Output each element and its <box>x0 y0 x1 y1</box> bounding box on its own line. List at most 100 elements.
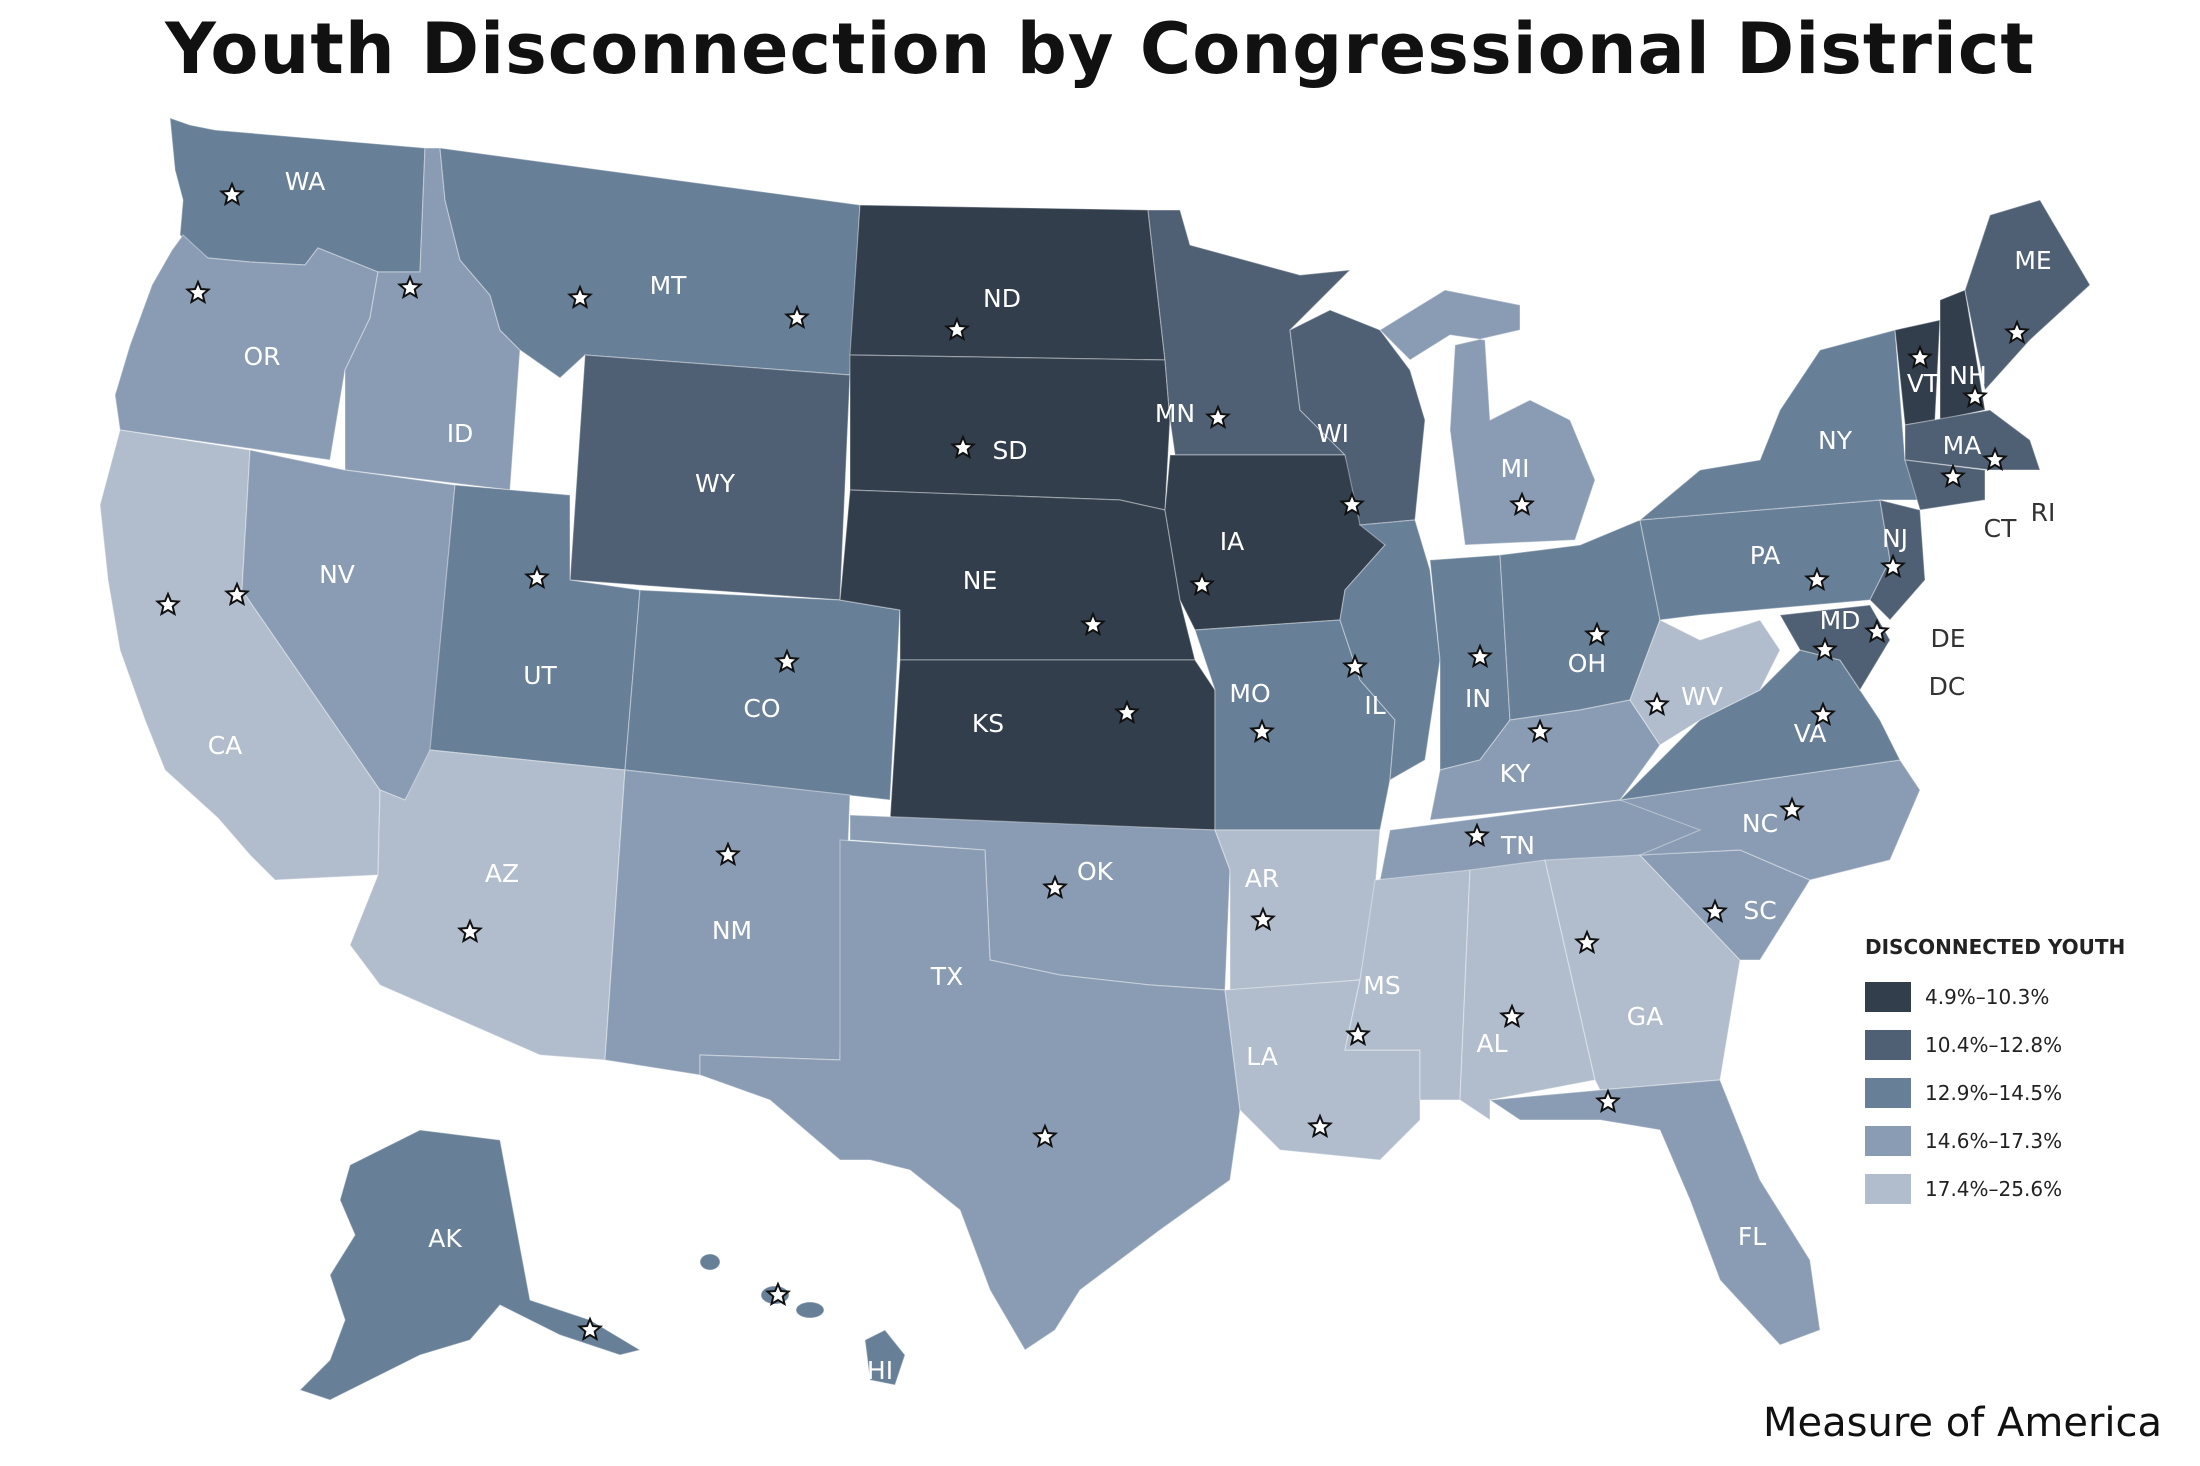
capital-star-icon <box>1594 1088 1622 1113</box>
state-label: OR <box>243 342 280 371</box>
state-hi <box>699 1253 721 1271</box>
state-mi <box>1379 289 1596 546</box>
capital-star-icon <box>1463 822 1491 847</box>
capital-star-icon <box>1906 344 1934 370</box>
capital-star-icon <box>1879 553 1907 578</box>
capital-star-icon <box>1961 383 1989 409</box>
state-label: MN <box>1155 399 1195 428</box>
capital-star-icon <box>1643 691 1671 716</box>
state-label: CO <box>743 694 780 723</box>
state-label: MD <box>1820 606 1861 635</box>
capital-star-icon <box>1981 446 2009 472</box>
state-label: UT <box>523 661 557 690</box>
state-label: MA <box>1943 431 1982 460</box>
capital-stars <box>154 181 2031 1341</box>
legend-item: 12.9%–14.5% <box>1865 1069 2165 1117</box>
capital-star-icon <box>1041 874 1069 899</box>
capital-star-icon <box>1079 611 1107 636</box>
state-label: KS <box>972 709 1004 738</box>
state-label-outside: CT <box>1984 514 2017 543</box>
state-label: FL <box>1738 1222 1766 1251</box>
state-label: ND <box>983 284 1021 313</box>
capital-star-icon <box>154 591 182 616</box>
state-ct <box>1904 459 1986 511</box>
state-label: IA <box>1220 527 1244 556</box>
state-label: NJ <box>1882 524 1908 553</box>
capital-star-icon <box>773 648 801 673</box>
legend-item: 4.9%–10.3% <box>1865 973 2165 1021</box>
state-label: SC <box>1743 896 1776 925</box>
state-label: MI <box>1501 454 1530 483</box>
state-sd <box>849 354 1171 511</box>
capital-star-icon <box>1809 701 1837 726</box>
legend-swatch <box>1865 1078 1911 1108</box>
capital-star-icon <box>1526 718 1554 743</box>
legend: DISCONNECTED YOUTH 4.9%–10.3% 10.4%–12.8… <box>1865 935 2165 1213</box>
capital-star-icon <box>218 181 246 207</box>
state-nd <box>849 204 1166 361</box>
legend-swatch <box>1865 1126 1911 1156</box>
state-label: HI <box>867 1356 893 1385</box>
capital-star-icon <box>523 564 551 589</box>
state-label: NE <box>963 566 998 595</box>
capital-star-icon <box>764 1281 792 1306</box>
capital-star-icon <box>2003 319 2031 345</box>
state-la <box>1224 979 1421 1161</box>
state-label: NY <box>1818 426 1853 455</box>
capital-star-icon <box>396 274 424 300</box>
state-wi <box>1289 309 1426 526</box>
state-label: OH <box>1568 649 1606 678</box>
state-label: LA <box>1246 1042 1278 1071</box>
state-label: CA <box>208 731 243 760</box>
state-label: MS <box>1363 971 1400 1000</box>
legend-item: 17.4%–25.6% <box>1865 1165 2165 1213</box>
state-label: PA <box>1750 541 1781 570</box>
legend-label: 12.9%–14.5% <box>1925 1081 2063 1105</box>
capital-star-icon <box>223 581 251 606</box>
legend-title: DISCONNECTED YOUTH <box>1865 935 2126 959</box>
capital-star-icon <box>1939 463 1967 489</box>
capital-star-icon <box>1248 718 1276 743</box>
state-label: GA <box>1627 1002 1663 1031</box>
capital-star-icon <box>1344 1021 1372 1046</box>
state-nc <box>1619 759 1921 881</box>
capital-star-icon <box>456 918 484 943</box>
state-label-outside: RI <box>2031 498 2056 527</box>
legend-label: 4.9%–10.3% <box>1925 985 2050 1009</box>
state-label: MT <box>650 271 688 300</box>
state-label: WI <box>1317 419 1349 448</box>
state-co <box>624 589 901 801</box>
capital-star-icon <box>1113 699 1141 724</box>
capital-star-icon <box>1466 643 1494 668</box>
state-az <box>349 749 626 1061</box>
state-me <box>1964 199 2091 392</box>
capital-star-icon <box>1573 929 1601 954</box>
legend-item: 14.6%–17.3% <box>1865 1117 2165 1165</box>
state-label: IL <box>1364 691 1385 720</box>
state-ar <box>1214 829 1381 991</box>
capital-star-icon <box>714 841 742 866</box>
state-label: NV <box>319 560 355 589</box>
capital-star-icon <box>184 279 212 305</box>
capital-star-icon <box>1811 636 1839 661</box>
state-label: VA <box>1794 719 1827 748</box>
capital-star-icon <box>1701 898 1729 923</box>
state-label: AK <box>428 1224 462 1253</box>
capital-star-icon <box>1508 491 1536 517</box>
state-label: NM <box>712 916 752 945</box>
state-label: VT <box>1907 369 1940 398</box>
state-label: TX <box>930 962 963 991</box>
legend-label: 14.6%–17.3% <box>1925 1129 2063 1153</box>
capital-star-icon <box>783 304 811 330</box>
legend-label: 17.4%–25.6% <box>1925 1177 2063 1201</box>
state-label: AL <box>1476 1029 1507 1058</box>
legend-swatch <box>1865 982 1911 1012</box>
capital-star-icon <box>1803 566 1831 591</box>
state-label: IN <box>1465 684 1491 713</box>
state-label: NH <box>1949 361 1987 390</box>
state-label: NC <box>1742 809 1778 838</box>
capital-star-icon <box>576 1316 604 1341</box>
capital-star-icon <box>1031 1123 1059 1148</box>
state-label: AZ <box>485 859 519 888</box>
